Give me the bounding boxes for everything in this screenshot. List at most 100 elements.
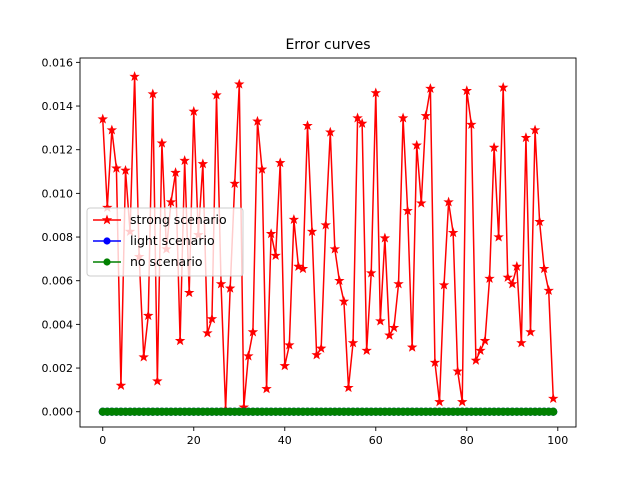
data-point	[452, 365, 463, 376]
data-point	[270, 250, 281, 261]
data-point	[507, 278, 518, 289]
axes-frame	[79, 57, 577, 428]
data-point	[379, 232, 391, 243]
legend-label: strong scenario	[130, 212, 227, 227]
data-point	[548, 393, 559, 404]
data-point	[416, 197, 427, 208]
data-point	[434, 396, 445, 407]
legend-circle-marker	[103, 237, 111, 245]
data-point	[538, 263, 550, 274]
data-point	[279, 360, 290, 371]
x-tick-label: 20	[187, 434, 201, 447]
data-point	[265, 228, 277, 239]
data-point	[247, 326, 259, 337]
data-point	[174, 335, 186, 346]
data-point	[356, 118, 368, 128]
data-point	[393, 278, 404, 289]
data-point	[429, 357, 441, 368]
legend-circle-marker	[103, 258, 111, 266]
series-no-scenario	[98, 407, 558, 416]
legend-entry: light scenario	[93, 233, 215, 248]
data-point	[275, 157, 286, 168]
y-tick-label: 0.008	[42, 231, 74, 244]
data-point	[402, 205, 413, 216]
data-point	[243, 350, 254, 361]
data-point	[347, 337, 359, 348]
x-tick-label: 0	[99, 434, 106, 447]
data-point	[306, 226, 318, 237]
data-point	[97, 113, 108, 124]
data-point	[384, 329, 395, 340]
y-tick-label: 0.016	[42, 56, 74, 69]
data-point	[138, 351, 149, 362]
data-point	[129, 71, 140, 81]
data-point	[179, 155, 190, 166]
data-point	[352, 112, 363, 123]
data-point	[184, 287, 195, 298]
data-point	[525, 326, 536, 337]
data-point	[156, 137, 168, 148]
data-point	[493, 231, 504, 242]
data-point	[325, 126, 336, 137]
data-point	[311, 349, 322, 360]
data-point	[211, 89, 222, 100]
data-point	[320, 219, 331, 230]
data-point	[229, 178, 240, 188]
data-point	[520, 132, 532, 143]
data-point	[484, 273, 495, 283]
data-point	[475, 345, 486, 356]
plot-area	[97, 71, 559, 416]
data-point	[466, 119, 477, 130]
data-point	[529, 124, 541, 135]
y-tick-label: 0.002	[42, 362, 74, 375]
legend-entry: no scenario	[93, 254, 202, 269]
data-point	[329, 243, 341, 254]
data-point	[388, 322, 400, 333]
data-point	[488, 142, 500, 152]
data-point	[534, 216, 545, 227]
data-point	[143, 310, 154, 321]
data-point	[361, 345, 372, 356]
data-point	[234, 78, 245, 89]
data-point	[224, 282, 236, 293]
data-point	[252, 115, 263, 126]
data-point	[516, 337, 527, 348]
data-point	[202, 327, 213, 338]
y-tick-label: 0.014	[42, 100, 74, 113]
data-point	[438, 279, 450, 290]
legend-entry: strong scenario	[93, 212, 227, 227]
data-point	[511, 261, 523, 271]
data-point	[343, 382, 354, 393]
y-tick-label: 0.004	[42, 318, 74, 331]
data-point	[315, 342, 327, 353]
legend-box	[86, 207, 244, 277]
legend: strong scenario light scenario no scenario	[86, 207, 244, 277]
data-point	[147, 88, 159, 99]
data-point	[115, 380, 127, 390]
data-point	[284, 339, 295, 350]
legend-label: light scenario	[130, 233, 215, 248]
data-point	[106, 124, 118, 135]
data-point	[366, 267, 377, 278]
data-point	[470, 354, 482, 365]
data-point	[261, 383, 272, 394]
data-point	[425, 83, 436, 93]
data-point	[302, 120, 313, 131]
legend-star-marker	[101, 214, 113, 225]
data-point	[549, 407, 558, 416]
data-point	[502, 271, 513, 282]
data-point	[206, 313, 218, 324]
x-tick-label: 40	[278, 434, 292, 447]
data-point	[420, 110, 432, 121]
y-tick-label: 0.010	[42, 187, 74, 200]
axes: 0 20 40 60 80 100 0.000 0.002 0.004 0.006 0.008 0.0…	[42, 56, 577, 447]
data-point	[461, 85, 472, 96]
data-point	[370, 87, 381, 98]
data-point	[497, 82, 509, 92]
legend-label: no scenario	[130, 254, 202, 269]
data-point	[447, 227, 459, 238]
data-point	[397, 112, 409, 123]
data-point	[188, 106, 199, 116]
data-point	[170, 167, 181, 178]
